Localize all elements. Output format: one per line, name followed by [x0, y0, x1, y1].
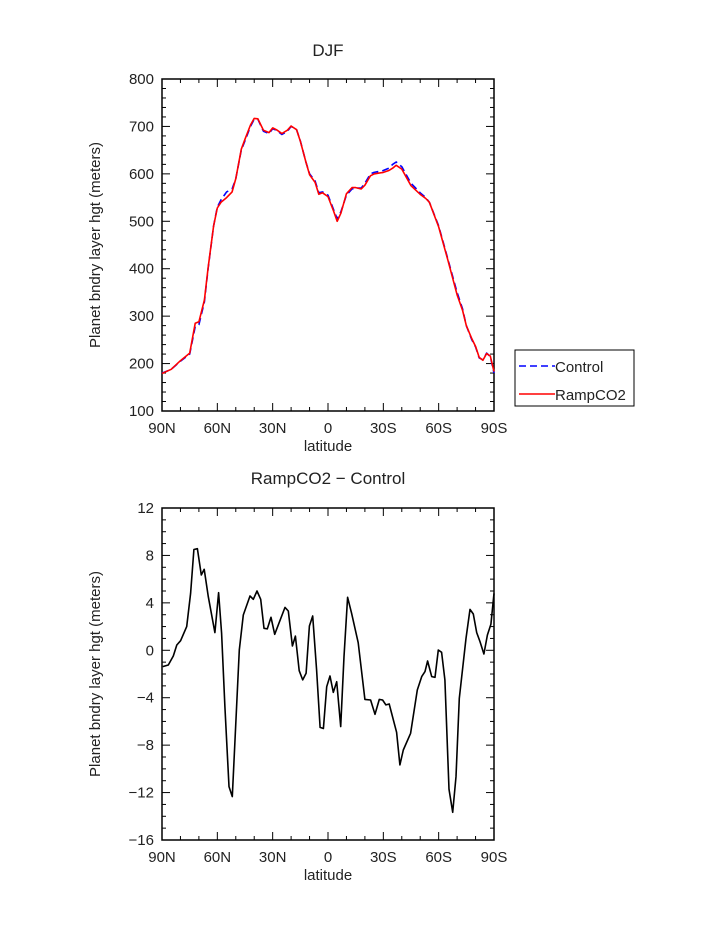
- y-tick-label: 100: [129, 403, 154, 420]
- x-tick-label: 60S: [425, 420, 452, 437]
- x-tick-label: 60S: [425, 849, 452, 866]
- x-tick-label: 0: [324, 420, 332, 437]
- y-tick-label: −4: [137, 690, 154, 707]
- x-tick-label: 30S: [370, 420, 397, 437]
- y-tick-label: 8: [146, 547, 154, 564]
- y-tick-label: 400: [129, 261, 154, 278]
- series-line-control: [161, 118, 495, 374]
- y-tick-label: 700: [129, 118, 154, 135]
- chart-title: DJF: [312, 41, 343, 60]
- y-axis-label: Planet bndry layer hgt (meters): [87, 571, 104, 777]
- y-tick-label: 500: [129, 213, 154, 230]
- x-tick-label: 30N: [259, 420, 287, 437]
- x-axis-label: latitude: [304, 867, 352, 884]
- series-line-rampco2-control: [162, 547, 495, 814]
- y-tick-label: 200: [129, 356, 154, 373]
- y-tick-label: −16: [129, 832, 154, 849]
- x-tick-label: 30S: [370, 849, 397, 866]
- y-axis-label: Planet bndry layer hgt (meters): [87, 142, 104, 348]
- y-tick-label: −12: [129, 785, 154, 802]
- y-tick-label: 0: [146, 642, 154, 659]
- x-tick-label: 60N: [204, 420, 232, 437]
- y-tick-label: 600: [129, 166, 154, 183]
- x-tick-label: 90S: [481, 849, 508, 866]
- y-tick-label: 4: [146, 595, 154, 612]
- legend-label: Control: [555, 359, 603, 376]
- legend: Control RampCO2: [514, 349, 635, 407]
- x-tick-label: 0: [324, 849, 332, 866]
- x-tick-label: 60N: [204, 849, 232, 866]
- x-axis-label: latitude: [304, 438, 352, 455]
- y-tick-label: 800: [129, 71, 154, 88]
- series-line-rampco2: [161, 117, 495, 375]
- x-tick-label: 30N: [259, 849, 287, 866]
- x-tick-label: 90S: [481, 420, 508, 437]
- legend-box: [514, 349, 635, 407]
- chart-title: RampCO2 − Control: [251, 469, 405, 488]
- x-tick-label: 90N: [148, 849, 176, 866]
- x-tick-label: 90N: [148, 420, 176, 437]
- y-tick-label: −8: [137, 737, 154, 754]
- chart-panel-1: DJF 90N 60N 30N 0 30S 60S 90S 100 200 300 400 500 600…: [87, 41, 635, 455]
- y-tick-label: 12: [137, 500, 154, 517]
- y-tick-label: 300: [129, 308, 154, 325]
- chart-panel-2: RampCO2 − Control 90N 60N 30N 0 30S 60S 90S −16 −…: [87, 469, 507, 884]
- legend-label: RampCO2: [555, 387, 626, 404]
